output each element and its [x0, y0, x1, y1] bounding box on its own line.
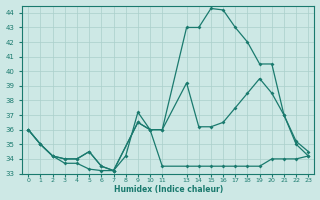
X-axis label: Humidex (Indice chaleur): Humidex (Indice chaleur)	[114, 185, 223, 194]
